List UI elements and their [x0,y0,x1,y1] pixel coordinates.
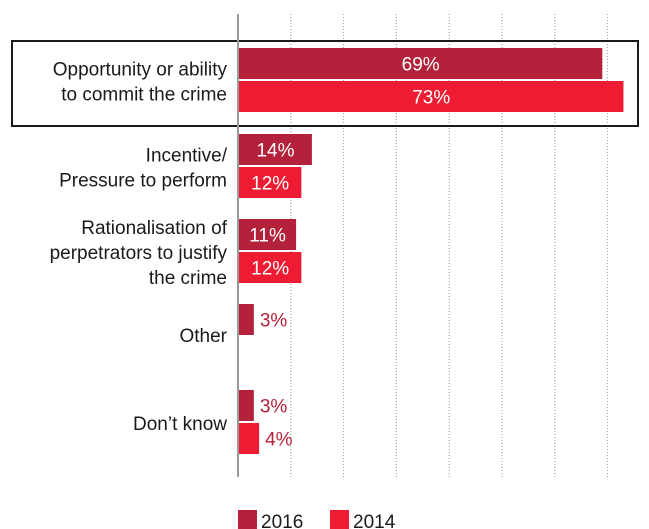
data-label: 12% [251,259,289,280]
bar-2014-4 [239,423,260,454]
data-label: 12% [251,174,289,195]
category-label: Opportunity or ability [53,60,228,81]
bar-2014-0 [239,81,624,112]
category-label: the crime [149,268,227,289]
data-label: 3% [260,397,288,418]
data-label: 3% [260,311,288,332]
category-label: Rationalisation of [81,218,227,239]
legend-label: 2016 [261,512,303,529]
bar-2014-1 [239,167,302,198]
legend-swatch-2016 [238,510,257,529]
bar-2016-3 [239,304,254,335]
bar-2016-1 [239,134,312,165]
category-label: Pressure to perform [59,171,227,192]
legend-swatch-2014 [330,510,349,529]
bar-2016-4 [239,390,254,421]
data-label: 73% [412,88,450,109]
bar-2016-0 [239,48,603,79]
data-label: 14% [256,141,294,162]
category-label: Incentive/ [146,146,228,167]
highlight-box [11,40,639,127]
bar-2016-2 [239,219,297,250]
category-label: Don’t know [133,414,227,435]
data-label: 69% [402,55,440,76]
category-label: Other [179,326,227,347]
category-label: to commit the crime [61,85,227,106]
data-label: 4% [265,430,293,451]
category-label: perpetrators to justify [50,243,228,264]
legend-label: 2014 [353,512,396,529]
bar-2014-2 [239,252,302,283]
data-label: 11% [249,226,286,247]
